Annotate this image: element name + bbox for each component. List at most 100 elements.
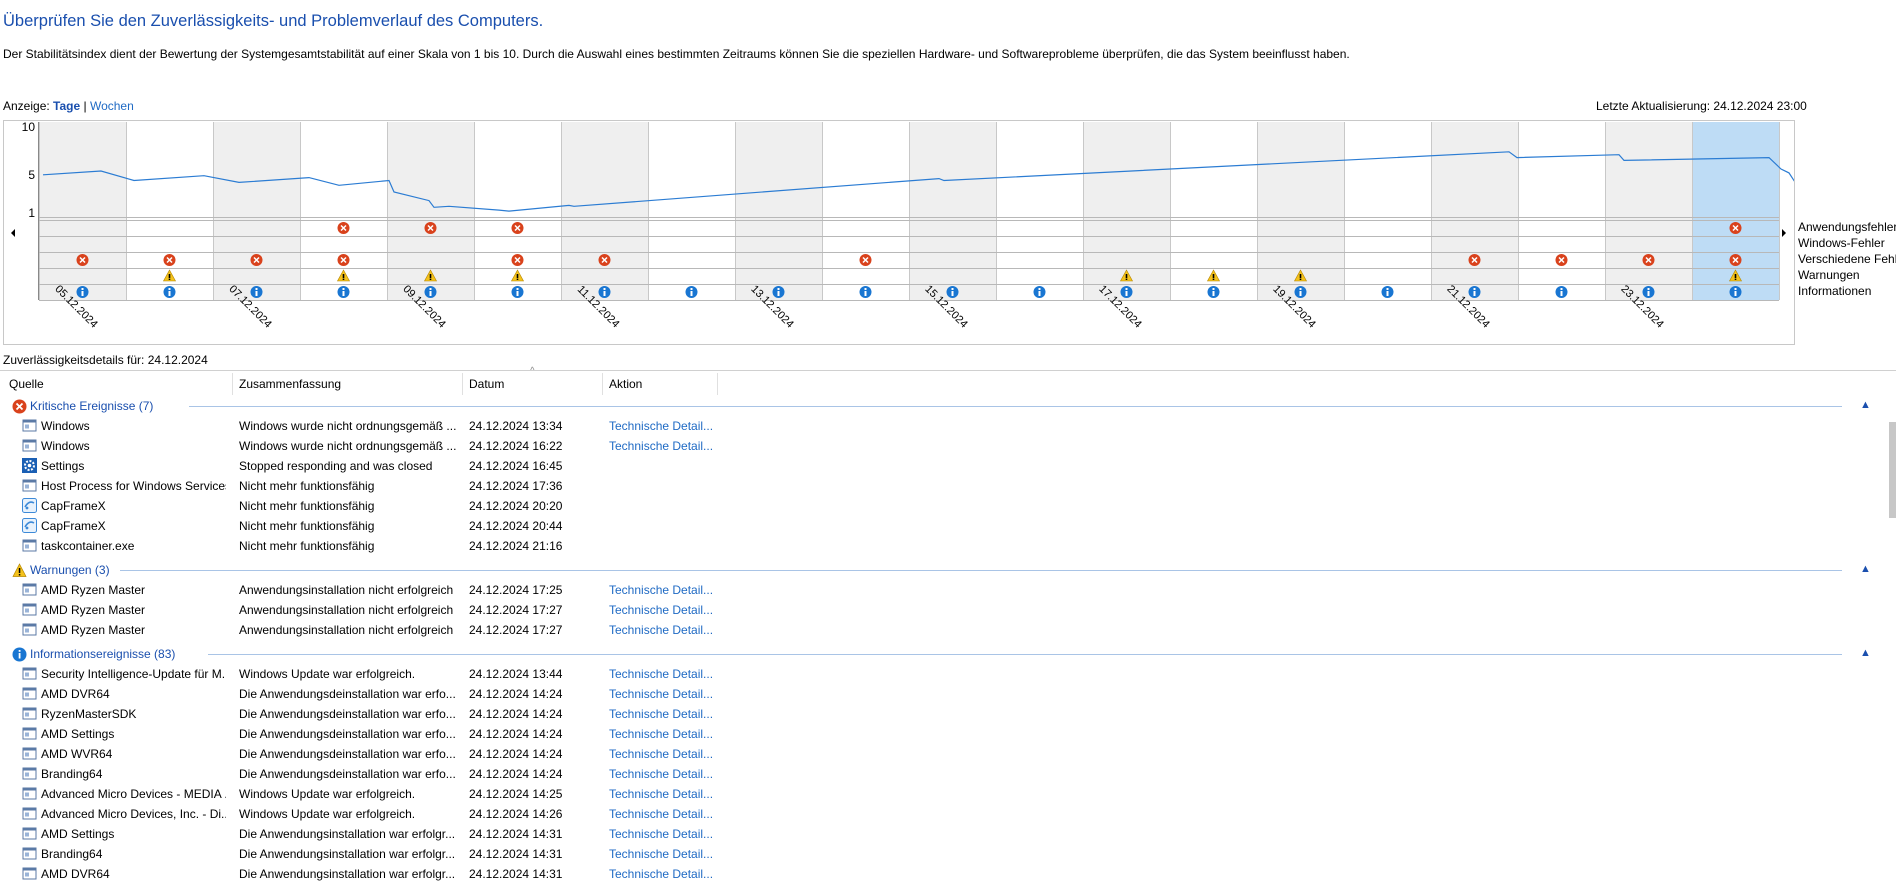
- collapse-group-icon[interactable]: ▲: [1860, 399, 1871, 411]
- error-icon-cross: [253, 256, 260, 264]
- technical-details-link[interactable]: Technische Detail...: [609, 807, 714, 821]
- view-label: Anzeige:: [3, 99, 50, 113]
- technical-details-link[interactable]: Technische Detail...: [609, 439, 714, 453]
- technical-details-link[interactable]: Technische Detail...: [609, 727, 714, 741]
- reliability-chart[interactable]: 10 5 1 05.12.2024 07.12.2024 09.12.2024 11.12.…: [3, 120, 1825, 345]
- info-icon: [12, 647, 27, 662]
- technical-details-link[interactable]: Technische Detail...: [609, 707, 714, 721]
- error-icon-cross: [1645, 256, 1652, 264]
- row-source: AMD WVR64: [41, 747, 113, 761]
- row-date: 24.12.2024 14:24: [469, 687, 563, 701]
- info-icon-stem: [1299, 291, 1302, 296]
- row-source: CapFrameX: [41, 519, 106, 533]
- y-tick-label: 1: [28, 206, 35, 220]
- row-source: AMD DVR64: [41, 867, 110, 881]
- app-window-icon: [22, 866, 37, 881]
- table-row[interactable]: AMD Ryzen Master Anwendungsinstallation n…: [0, 580, 1880, 600]
- stability-index-line: [42, 151, 1825, 212]
- table-row[interactable]: AMD Settings Die Anwendungsdeinstallation…: [0, 724, 1880, 744]
- technical-details-link[interactable]: Technische Detail...: [609, 687, 714, 701]
- row-source: Security Intelligence-Update für M...: [41, 667, 226, 681]
- technical-details-link[interactable]: Technische Detail...: [609, 867, 714, 881]
- table-row[interactable]: AMD Settings Die Anwendungsinstallation w…: [0, 824, 1880, 844]
- info-icon-stem: [1560, 291, 1563, 296]
- capframex-icon: [22, 518, 37, 533]
- app-window-icon: [22, 746, 37, 761]
- table-row[interactable]: CapFrameX Nicht mehr funktionsfähig 24.12.…: [0, 516, 1880, 536]
- warning-icon-mark: [1212, 274, 1215, 278]
- row-date: 24.12.2024 21:16: [469, 539, 563, 553]
- row-date: 24.12.2024 14:24: [469, 727, 563, 741]
- table-row[interactable]: taskcontainer.exe Nicht mehr funktionsfäh…: [0, 536, 1880, 556]
- table-row[interactable]: Windows Windows wurde nicht ordnungsgemäß…: [0, 416, 1880, 436]
- row-summary: Stopped responding and was closed: [239, 459, 433, 473]
- category-label: Informationen: [1798, 284, 1872, 298]
- technical-details-link[interactable]: Technische Detail...: [609, 603, 714, 617]
- table-row[interactable]: AMD DVR64 Die Anwendungsdeinstallation wa…: [0, 684, 1880, 704]
- error-icon-cross: [166, 256, 173, 264]
- row-date: 24.12.2024 17:36: [469, 479, 563, 493]
- collapse-group-icon[interactable]: ▲: [1860, 563, 1871, 575]
- table-row[interactable]: Windows Windows wurde nicht ordnungsgemäß…: [0, 436, 1880, 456]
- page-title: Überprüfen Sie den Zuverlässigkeits- und…: [3, 12, 544, 30]
- table-row[interactable]: AMD DVR64 Die Anwendungsinstallation war …: [0, 864, 1880, 884]
- scroll-left-icon[interactable]: [11, 229, 15, 237]
- info-icon-stem: [1647, 291, 1650, 296]
- day-column: [909, 122, 996, 300]
- view-weeks-link[interactable]: Wochen: [89, 99, 134, 113]
- row-summary: Windows Update war erfolgreich.: [239, 807, 416, 821]
- info-icon-dot: [255, 288, 258, 290]
- table-row[interactable]: Branding64 Die Anwendungsinstallation war…: [0, 844, 1880, 864]
- row-date: 24.12.2024 16:22: [469, 439, 563, 453]
- table-row[interactable]: AMD Ryzen Master Anwendungsinstallation n…: [0, 600, 1880, 620]
- error-icon-cross: [340, 224, 347, 232]
- technical-details-link[interactable]: Technische Detail...: [609, 827, 714, 841]
- category-label: Anwendungsfehler: [1798, 220, 1896, 234]
- technical-details-link[interactable]: Technische Detail...: [609, 667, 714, 681]
- row-summary: Windows wurde nicht ordnungsgemäß ...: [239, 419, 457, 433]
- info-icon-stem: [777, 291, 780, 296]
- column-header-date[interactable]: Datum: [463, 373, 603, 395]
- technical-details-link[interactable]: Technische Detail...: [609, 847, 714, 861]
- info-icon-dot: [342, 288, 345, 290]
- scroll-right-icon[interactable]: [1782, 229, 1786, 237]
- technical-details-link[interactable]: Technische Detail...: [609, 747, 714, 761]
- table-row[interactable]: Security Intelligence-Update für M... Win…: [0, 664, 1880, 684]
- table-row[interactable]: AMD Ryzen Master Anwendungsinstallation n…: [0, 620, 1880, 640]
- row-summary: Die Anwendungsinstallation war erfolgr..…: [239, 827, 456, 841]
- table-row[interactable]: Advanced Micro Devices - MEDIA ... Window…: [0, 784, 1880, 804]
- collapse-group-icon[interactable]: ▲: [1860, 647, 1871, 659]
- info-icon-stem: [168, 291, 171, 296]
- info-icon-stem: [1038, 291, 1041, 296]
- table-row[interactable]: AMD WVR64 Die Anwendungsdeinstallation wa…: [0, 744, 1880, 764]
- row-summary: Nicht mehr funktionsfähig: [239, 479, 375, 493]
- info-icon-stem: [342, 291, 345, 296]
- table-row[interactable]: Branding64 Die Anwendungsdeinstallation w…: [0, 764, 1880, 784]
- info-icon-dot: [1560, 288, 1563, 290]
- view-days-link[interactable]: Tage: [53, 99, 81, 113]
- column-header-source[interactable]: Quelle: [3, 373, 233, 395]
- row-summary: Nicht mehr funktionsfähig: [239, 539, 375, 553]
- error-icon-cross: [340, 256, 347, 264]
- table-row[interactable]: RyzenMasterSDK Die Anwendungsdeinstallati…: [0, 704, 1880, 724]
- technical-details-link[interactable]: Technische Detail...: [609, 623, 714, 637]
- technical-details-link[interactable]: Technische Detail...: [609, 583, 714, 597]
- table-row[interactable]: Advanced Micro Devices, Inc. - Di... Wind…: [0, 804, 1880, 824]
- group-label: Informationsereignisse (83): [30, 647, 176, 661]
- group-header[interactable]: Warnungen (3): [12, 560, 1872, 580]
- group-header[interactable]: Kritische Ereignisse (7): [12, 396, 1872, 416]
- table-row[interactable]: Host Process for Windows Services Nicht m…: [0, 476, 1880, 496]
- technical-details-link[interactable]: Technische Detail...: [609, 767, 714, 781]
- technical-details-link[interactable]: Technische Detail...: [609, 787, 714, 801]
- row-source: Host Process for Windows Services: [41, 479, 226, 493]
- scrollbar-thumb[interactable]: [1889, 422, 1896, 518]
- technical-details-link[interactable]: Technische Detail...: [609, 419, 714, 433]
- day-column: [1344, 122, 1431, 300]
- table-row[interactable]: CapFrameX Nicht mehr funktionsfähig 24.12.…: [0, 496, 1880, 516]
- group-header[interactable]: Informationsereignisse (83): [12, 644, 1872, 664]
- table-row[interactable]: Settings Stopped responding and was close…: [0, 456, 1880, 476]
- column-header-summary[interactable]: Zusammenfassung: [233, 373, 463, 395]
- warning-icon-mark: [1299, 274, 1302, 278]
- row-summary: Windows wurde nicht ordnungsgemäß ...: [239, 439, 457, 453]
- column-header-action[interactable]: Aktion: [603, 373, 718, 395]
